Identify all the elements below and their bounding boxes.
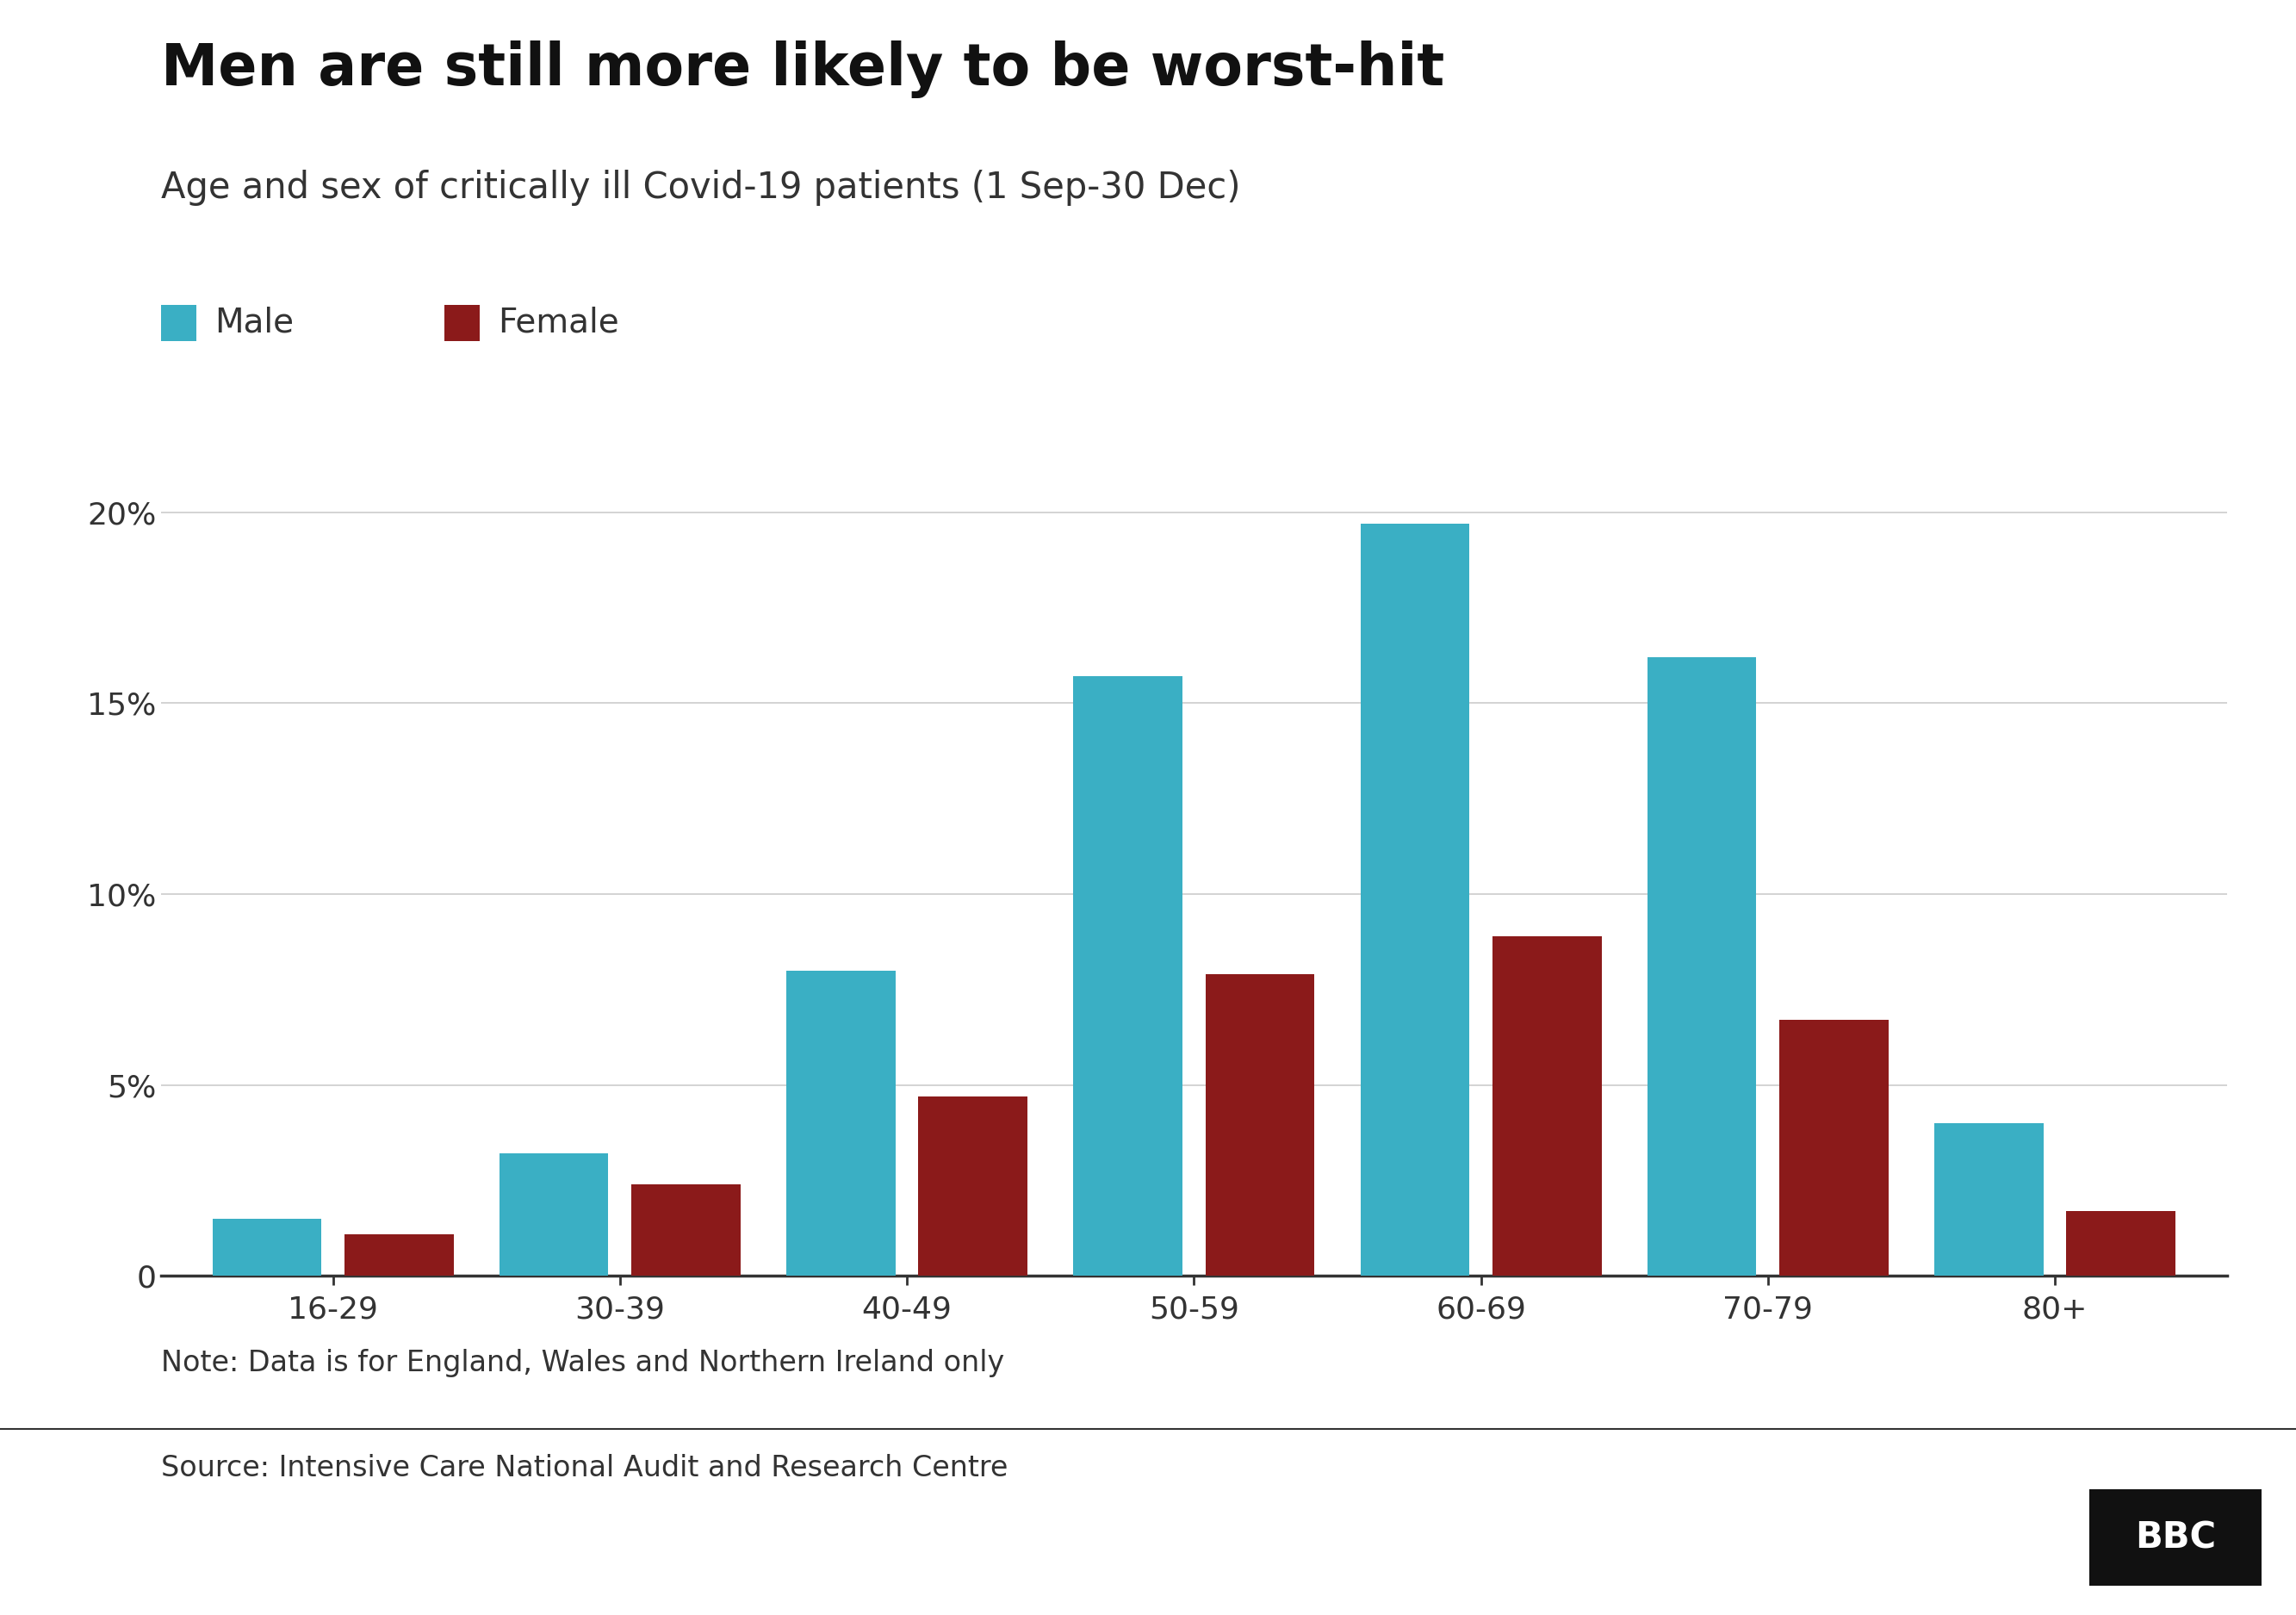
Bar bbox=[1075, 677, 1182, 1276]
Bar bbox=[344, 1234, 452, 1276]
Text: Source: Intensive Care National Audit and Research Centre: Source: Intensive Care National Audit an… bbox=[161, 1454, 1008, 1483]
Bar bbox=[211, 1219, 321, 1276]
Text: Age and sex of critically ill Covid-19 patients (1 Sep-30 Dec): Age and sex of critically ill Covid-19 p… bbox=[161, 170, 1240, 205]
Bar bbox=[1646, 657, 1756, 1276]
Text: Male: Male bbox=[214, 307, 294, 339]
Bar bbox=[1779, 1021, 1887, 1276]
Text: BBC: BBC bbox=[2135, 1520, 2216, 1555]
Bar bbox=[1492, 937, 1603, 1276]
Bar bbox=[785, 971, 895, 1276]
Bar bbox=[918, 1097, 1029, 1276]
Bar bbox=[631, 1184, 739, 1276]
Bar bbox=[1933, 1122, 2043, 1276]
Bar bbox=[501, 1153, 608, 1276]
Bar bbox=[2066, 1211, 2177, 1276]
Bar bbox=[1205, 974, 1313, 1276]
Text: Note: Data is for England, Wales and Northern Ireland only: Note: Data is for England, Wales and Nor… bbox=[161, 1349, 1003, 1378]
Text: Men are still more likely to be worst-hit: Men are still more likely to be worst-hi… bbox=[161, 40, 1444, 99]
Bar bbox=[1359, 523, 1469, 1276]
Text: Female: Female bbox=[498, 307, 620, 339]
